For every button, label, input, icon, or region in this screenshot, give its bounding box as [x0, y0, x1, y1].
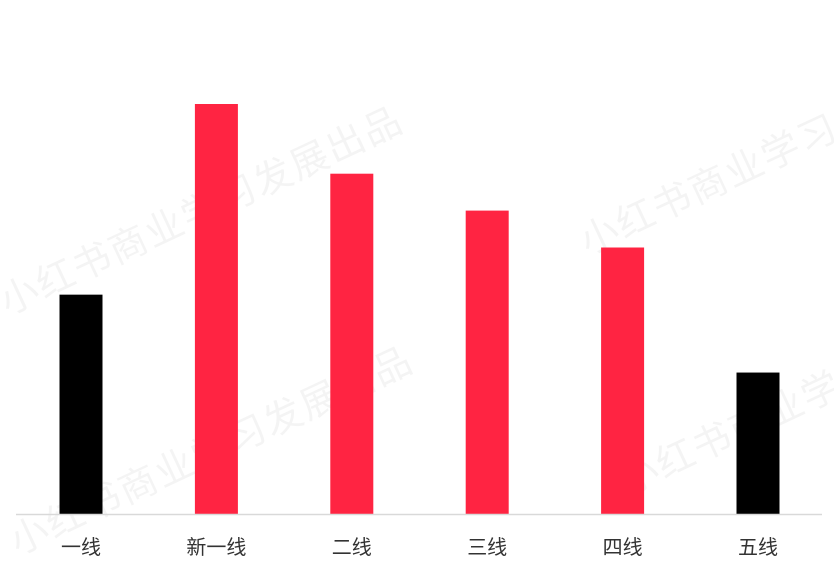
bar-1 — [59, 294, 103, 514]
x-tick-label: 一线 — [61, 535, 101, 559]
bar-5 — [601, 247, 645, 514]
x-tick-label: 五线 — [738, 535, 778, 559]
x-tick-labels: 一线 新一线 二线 三线 四线 五线 — [61, 535, 778, 559]
bar-6 — [736, 372, 780, 514]
bar-3 — [330, 173, 374, 514]
x-tick-label: 三线 — [467, 535, 507, 559]
x-tick-label: 四线 — [603, 535, 643, 559]
x-tick-label: 二线 — [332, 535, 372, 559]
bar-2 — [194, 104, 238, 514]
bar-4 — [465, 210, 509, 514]
x-tick-label: 新一线 — [186, 535, 246, 559]
bars-group — [59, 104, 780, 514]
